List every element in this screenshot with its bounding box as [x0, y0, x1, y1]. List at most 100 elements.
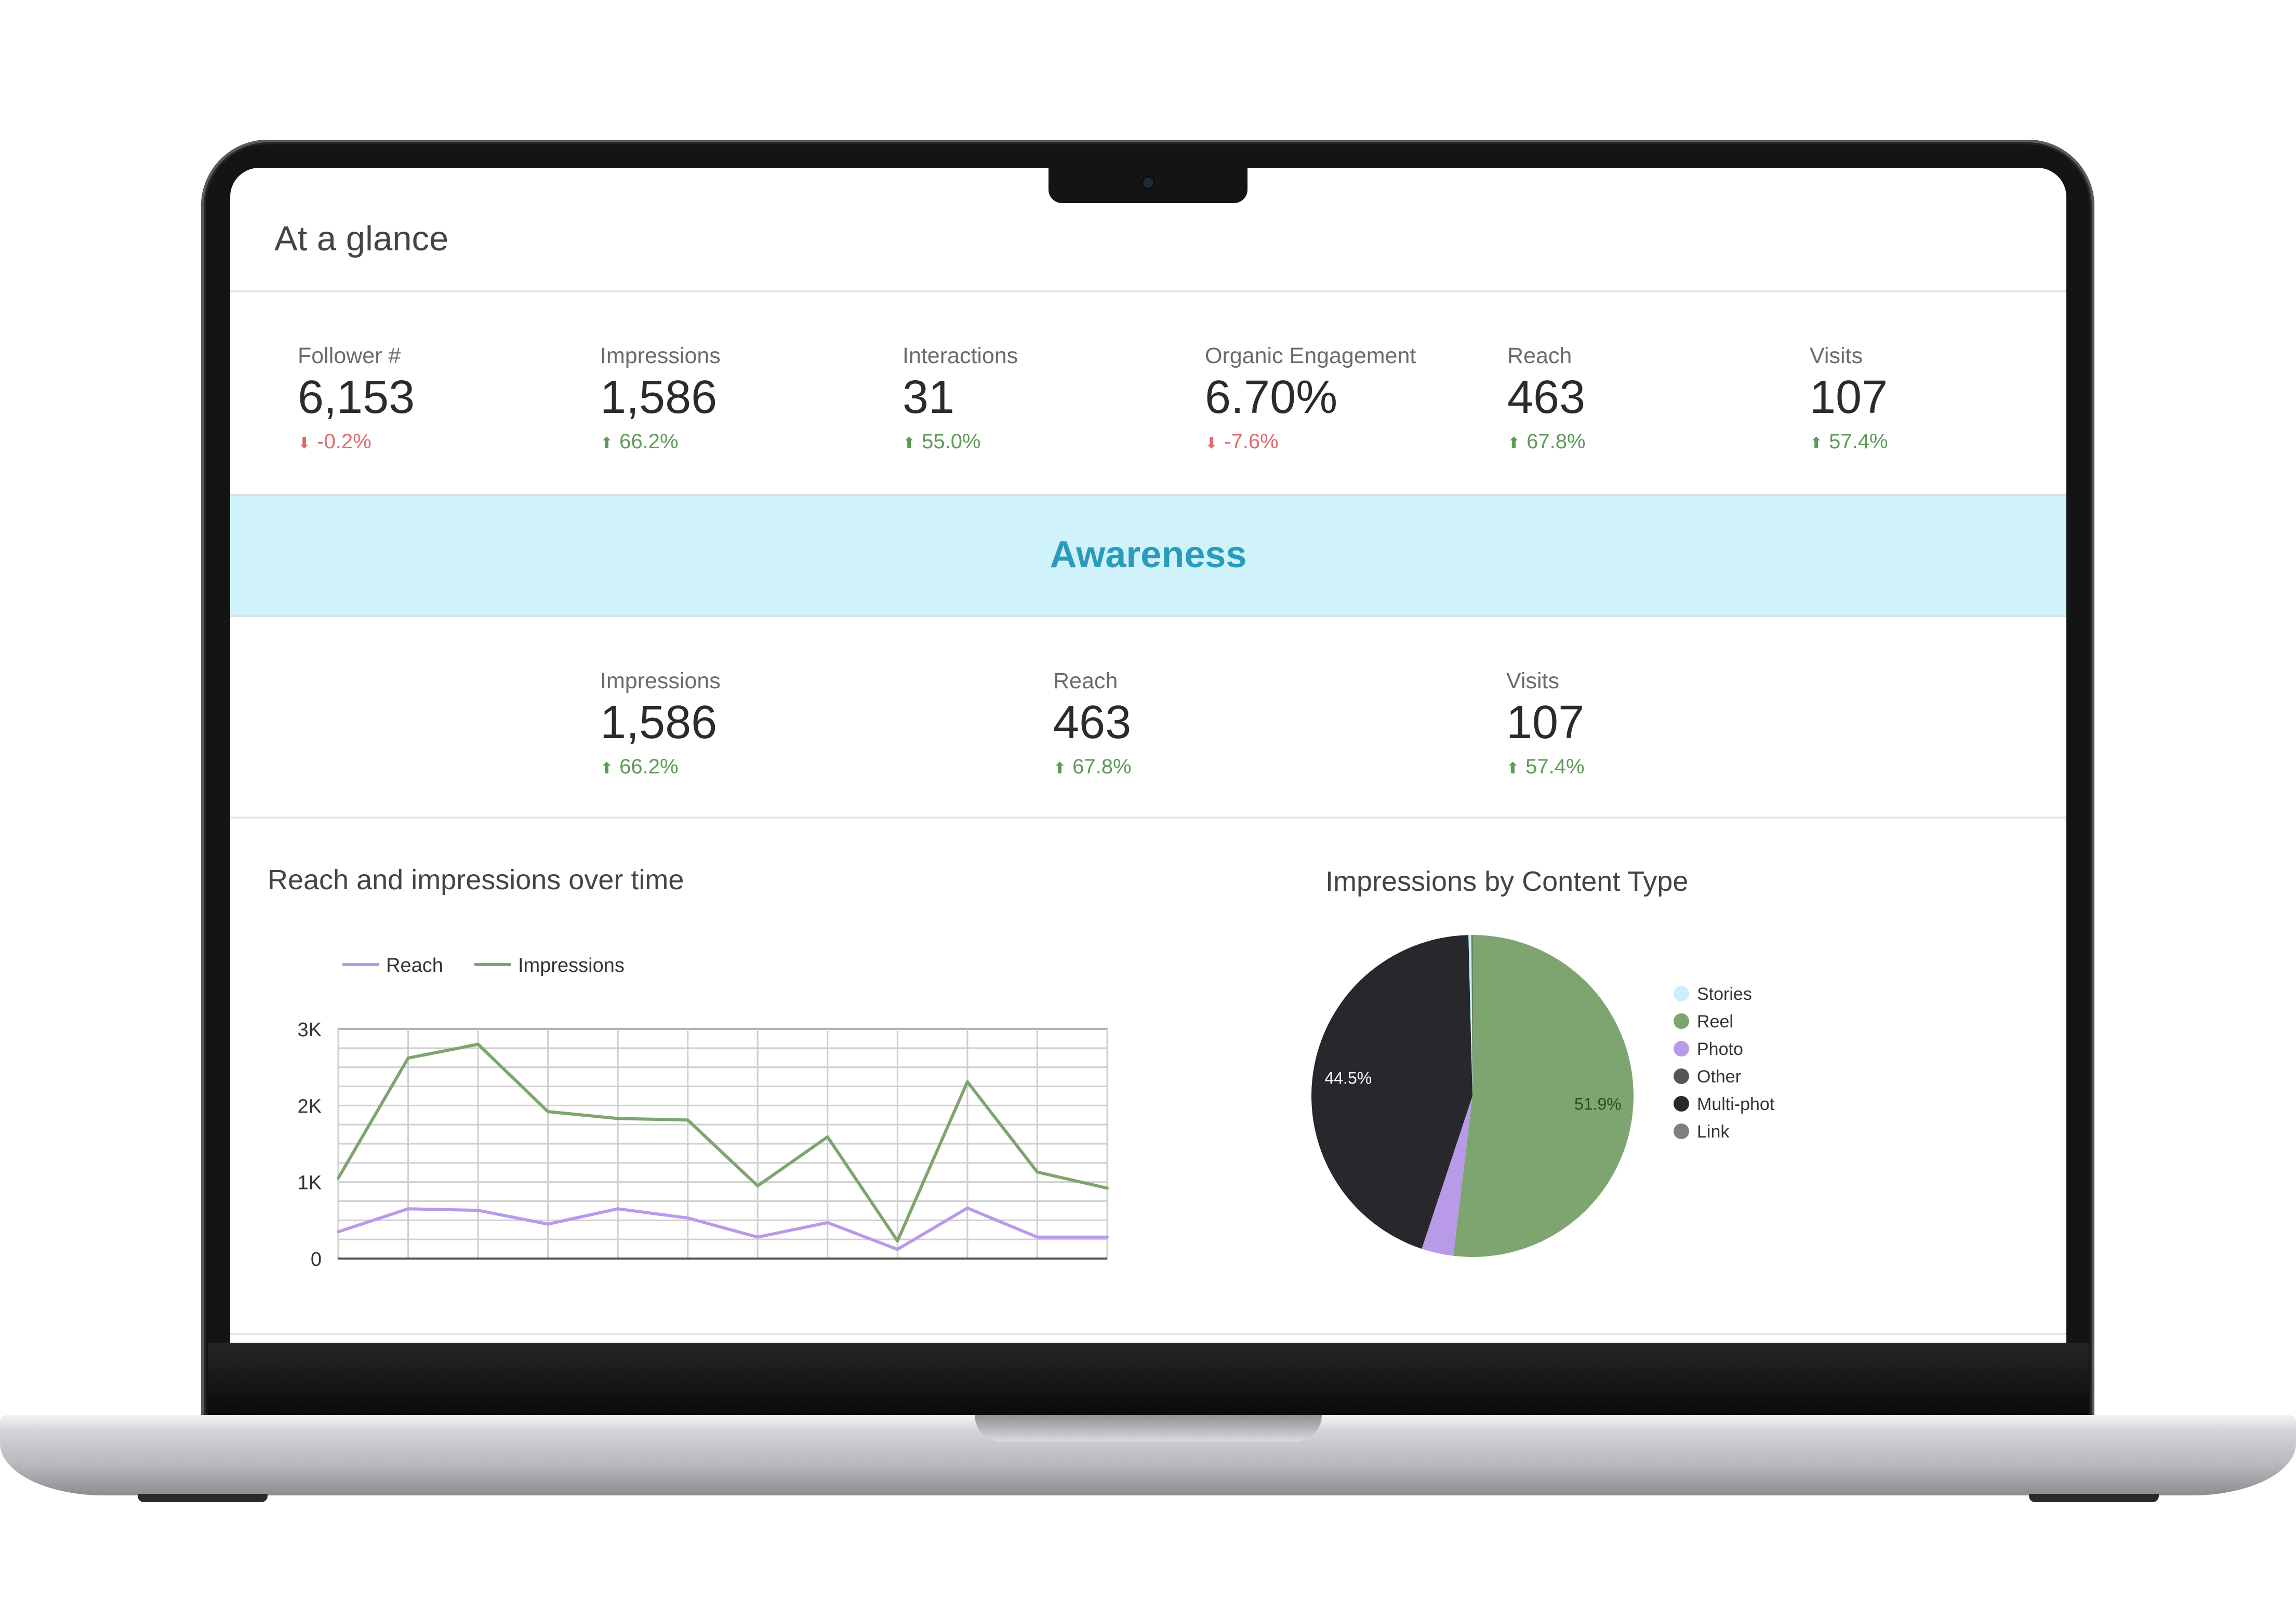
x-tick-label: Mar 2025 — [436, 1267, 520, 1269]
legend-label: Multi-phot — [1697, 1094, 1775, 1114]
y-tick-label: 0 — [311, 1249, 322, 1269]
metric-label: Interactions — [903, 343, 1018, 368]
metric-change-value: 67.8% — [1527, 430, 1586, 453]
pie-slice-photo — [1422, 1096, 1472, 1256]
metric-value: 463 — [1053, 697, 1132, 748]
metric-change: ⬆ 66.2% — [600, 430, 818, 453]
pie-chart: 51.9% 44.5% Stories Reel Photo Other Multi-pho… — [1311, 935, 1775, 1257]
metric-card: Interactions 31 ⬆ 55.0% — [903, 343, 1121, 453]
divider — [230, 817, 2066, 819]
laptop-foot — [2029, 1494, 2159, 1502]
series-line-reach — [338, 1206, 1107, 1251]
data-point — [1036, 1235, 1039, 1239]
dashboard-screen: At a glance Follower # 6,153 ⬇ -0.2% Impress… — [230, 168, 2066, 1343]
data-point — [1036, 1170, 1039, 1174]
arrow-up-icon: ⬆ — [903, 435, 916, 452]
legend-label: Reach — [386, 955, 443, 977]
pie-slice-multi-phot — [1311, 935, 1472, 1249]
data-point — [1106, 1235, 1109, 1239]
data-point — [965, 1206, 969, 1210]
data-point — [546, 1110, 550, 1114]
metric-change: ⬆ 67.8% — [1053, 755, 1271, 779]
line-chart: 01K2K3KJan 2025Feb 2025Mar 2025Apr 2025M… — [298, 955, 1109, 1269]
metric-change-value: 57.4% — [1829, 430, 1888, 453]
pie-slice-label: 51.9% — [1574, 1094, 1622, 1113]
pie-chart-title: Impressions by Content Type — [1325, 866, 1689, 897]
legend-swatch — [1674, 1013, 1689, 1029]
data-point — [406, 1056, 410, 1060]
y-tick-label: 3K — [298, 1019, 322, 1041]
data-point — [756, 1184, 760, 1188]
metric-change: ⬆ 57.4% — [1506, 755, 1724, 779]
metric-card: Reach 463 ⬆ 67.8% — [1507, 343, 1726, 453]
arrow-up-icon: ⬆ — [1506, 760, 1520, 777]
metric-change-value: -0.2% — [317, 430, 371, 453]
page-title: At a glance — [274, 219, 449, 258]
metric-change-value: 67.8% — [1072, 755, 1132, 778]
legend-swatch — [1674, 1068, 1689, 1084]
data-point — [546, 1222, 550, 1226]
x-tick-label: May 2025 — [575, 1267, 661, 1269]
metric-label: Reach — [1507, 343, 1572, 368]
metric-card: Visits 107 ⬆ 57.4% — [1506, 668, 1724, 779]
arrow-up-icon: ⬆ — [600, 760, 614, 777]
data-point — [337, 1176, 340, 1180]
legend-swatch — [1674, 1041, 1689, 1056]
metric-change: ⬆ 66.2% — [600, 755, 818, 779]
legend-swatch — [1674, 986, 1689, 1001]
divider — [230, 1333, 2066, 1335]
metric-label: Follower # — [298, 343, 401, 368]
data-point — [616, 1117, 620, 1120]
pie-slice-stories — [1468, 935, 1472, 1096]
metric-label: Impressions — [600, 668, 721, 693]
x-tick-label: Jul 2025 — [720, 1267, 795, 1269]
metric-card: Organic Engagement 6.70% ⬇ -7.6% — [1205, 343, 1423, 453]
data-point — [826, 1135, 829, 1139]
x-tick-label: Sep 2025 — [855, 1267, 940, 1269]
legend-label: Other — [1697, 1067, 1741, 1087]
metric-value: 1,586 — [600, 697, 718, 748]
data-point — [826, 1221, 829, 1224]
arrow-up-icon: ⬆ — [1053, 760, 1067, 777]
data-point — [965, 1080, 969, 1084]
laptop-opening-notch — [975, 1415, 1322, 1442]
metric-label: Visits — [1810, 343, 1863, 368]
pie-slice-reel — [1453, 935, 1634, 1257]
x-tick-label: Nov 2025 — [995, 1267, 1080, 1269]
series-line-impressions — [337, 1042, 1108, 1243]
metric-change: ⬇ -0.2% — [298, 430, 516, 453]
legend-label: Photo — [1697, 1039, 1743, 1059]
metric-change: ⬆ 55.0% — [903, 430, 1121, 453]
data-point — [896, 1248, 899, 1251]
metric-label: Visits — [1506, 668, 1559, 693]
data-point — [896, 1239, 899, 1243]
metric-label: Impressions — [600, 343, 721, 368]
arrow-down-icon: ⬇ — [1205, 435, 1218, 452]
arrow-down-icon: ⬇ — [298, 435, 311, 452]
laptop-bezel-chin — [208, 1343, 2089, 1416]
metric-change: ⬆ 67.8% — [1507, 430, 1726, 453]
data-point — [686, 1118, 689, 1122]
data-point — [476, 1042, 480, 1046]
metric-card: Reach 463 ⬆ 67.8% — [1053, 668, 1271, 779]
metric-card: Visits 107 ⬆ 57.4% — [1810, 343, 2028, 453]
pie-slice-label: 44.5% — [1324, 1068, 1372, 1087]
legend-label: Stories — [1697, 984, 1752, 1004]
legend-swatch — [1674, 1124, 1689, 1139]
metric-card: Impressions 1,586 ⬆ 66.2% — [600, 668, 818, 779]
line-chart-title: Reach and impressions over time — [268, 864, 684, 895]
metric-change-value: 66.2% — [619, 430, 679, 453]
metric-change-value: 55.0% — [922, 430, 981, 453]
laptop-foot — [138, 1494, 268, 1502]
metric-value: 6.70% — [1205, 371, 1338, 423]
awareness-band: Awareness — [230, 494, 2066, 617]
metric-value: 1,586 — [600, 371, 718, 423]
divider — [230, 290, 2066, 292]
legend-label: Impressions — [518, 955, 625, 977]
metric-value: 463 — [1507, 371, 1586, 423]
y-tick-label: 1K — [298, 1172, 322, 1194]
arrow-up-icon: ⬆ — [1507, 435, 1521, 452]
metric-change-value: -7.6% — [1224, 430, 1279, 453]
metric-change-value: 57.4% — [1525, 755, 1585, 778]
metric-value: 31 — [903, 371, 955, 423]
